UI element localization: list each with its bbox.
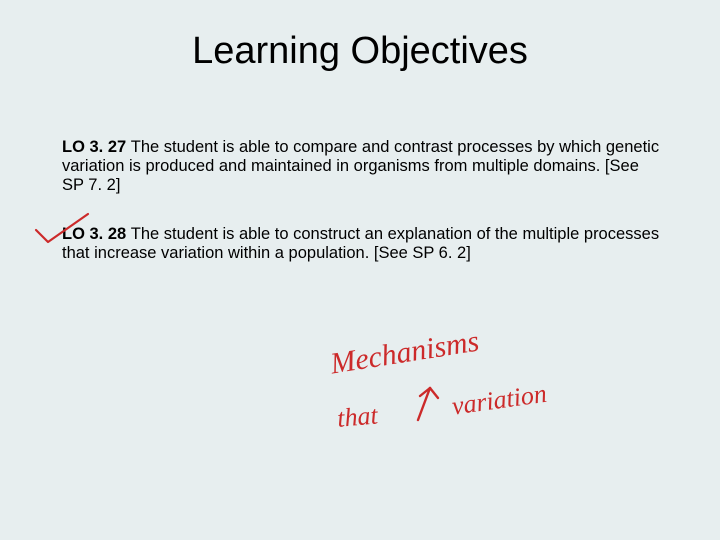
handwriting-variation: variation xyxy=(450,379,549,422)
handwriting-mechanisms: Mechanisms xyxy=(328,325,481,382)
objective-text: The student is able to construct an expl… xyxy=(62,225,659,262)
objective-paragraph: LO 3. 27 The student is able to compare … xyxy=(62,138,662,195)
objective-paragraph: LO 3. 28 The student is able to construc… xyxy=(62,225,662,263)
objective-code: LO 3. 27 xyxy=(62,138,131,156)
arrow-head xyxy=(430,388,438,398)
handwriting-that: that xyxy=(336,400,379,433)
slide: Learning Objectives LO 3. 27 The student… xyxy=(0,0,720,540)
arrow-shaft xyxy=(418,388,430,420)
objective-text: The student is able to compare and contr… xyxy=(62,138,659,194)
arrow-head xyxy=(420,388,430,396)
slide-title: Learning Objectives xyxy=(0,30,720,73)
annotation-overlay xyxy=(0,0,720,540)
objective-code: LO 3. 28 xyxy=(62,225,131,243)
